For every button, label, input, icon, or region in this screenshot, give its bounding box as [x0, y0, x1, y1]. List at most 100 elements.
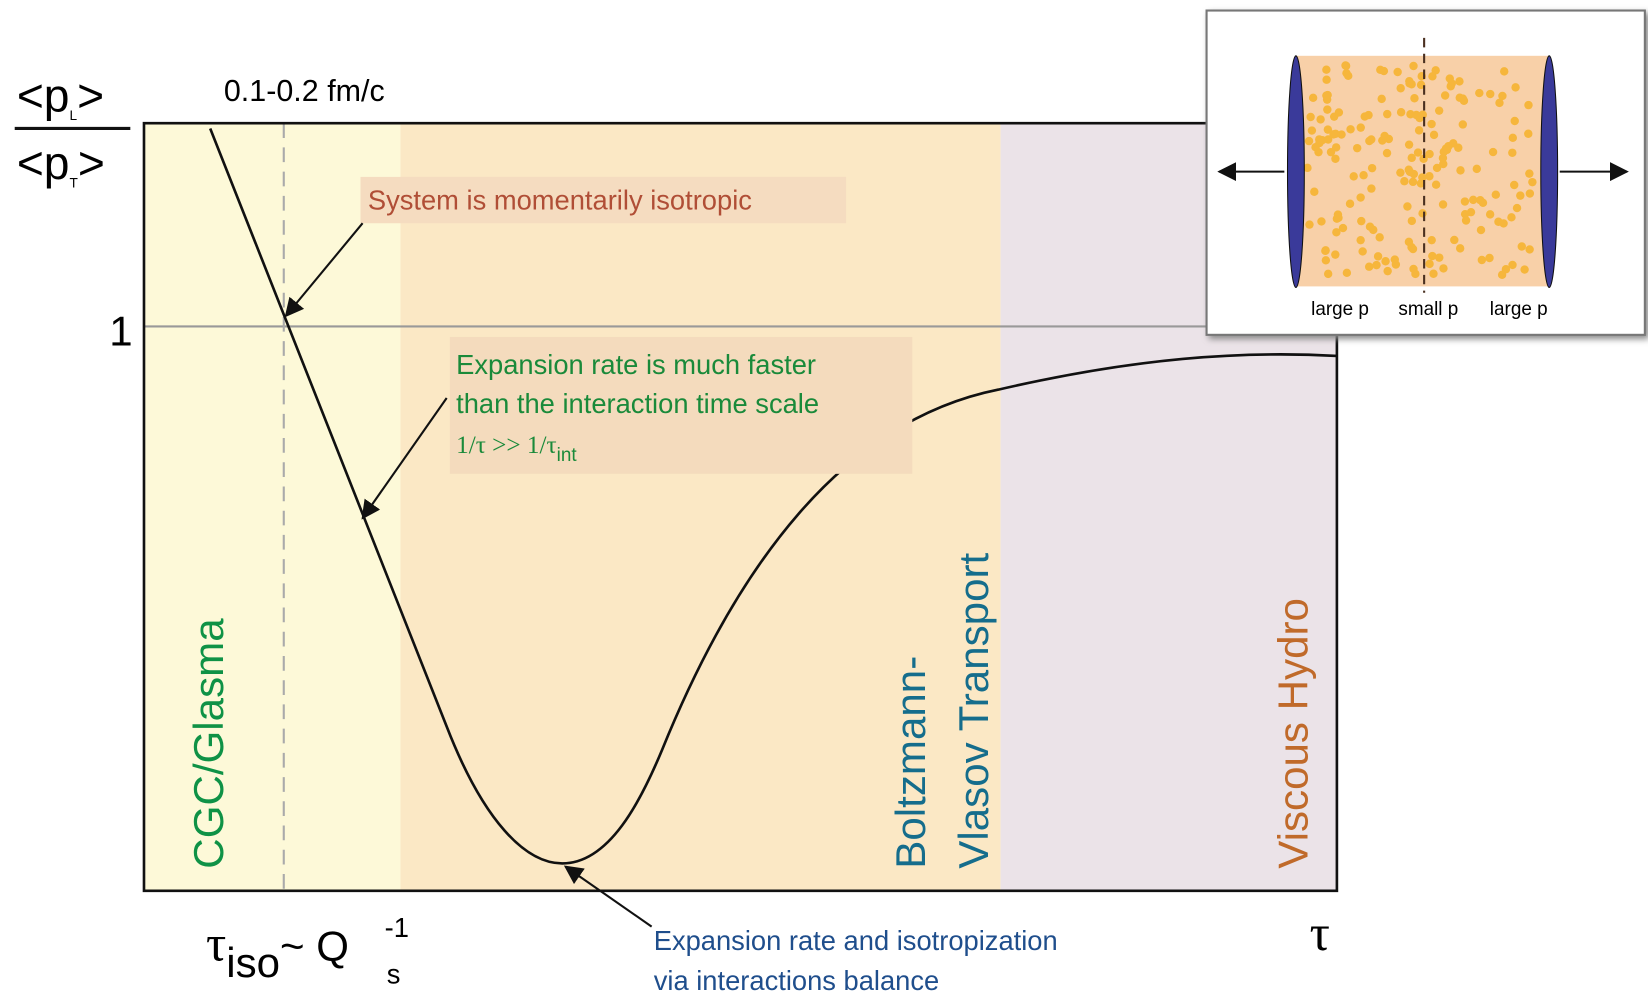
annotation: via interactions balance	[654, 965, 940, 994]
pressure-ratio-curve	[208, 127, 1337, 865]
particle	[1323, 105, 1332, 114]
particle	[1460, 197, 1470, 206]
particle	[1364, 262, 1374, 271]
particle	[1460, 209, 1470, 219]
particle	[1403, 202, 1412, 211]
particle	[1511, 83, 1520, 92]
particle	[1337, 130, 1346, 139]
particle	[1349, 172, 1358, 181]
arrow	[563, 865, 653, 928]
particle	[1508, 260, 1517, 270]
particle	[1407, 243, 1416, 252]
particle	[1476, 195, 1485, 205]
particle	[1455, 77, 1464, 86]
particle	[1498, 91, 1507, 101]
particle	[1469, 195, 1478, 205]
y-label-part: >	[77, 70, 104, 122]
region-label: CGC/Glasma	[185, 618, 232, 869]
inset-label: small p	[1398, 299, 1458, 320]
particle	[1425, 149, 1434, 159]
particle	[1377, 94, 1386, 104]
particle	[1476, 225, 1486, 235]
tau-iso-label: τiso~ Q	[206, 915, 349, 986]
particle	[1359, 171, 1368, 180]
particle	[1383, 266, 1392, 276]
particle	[1450, 235, 1459, 245]
particle	[1329, 130, 1338, 139]
particle	[1438, 200, 1448, 209]
particle	[1382, 148, 1392, 158]
particle	[1356, 235, 1365, 245]
particle	[1427, 235, 1436, 245]
particle	[1407, 153, 1416, 163]
particle	[1432, 163, 1442, 173]
particle	[1458, 120, 1468, 129]
particle	[1342, 68, 1351, 78]
particle	[1375, 233, 1384, 242]
subscript: s	[387, 958, 401, 989]
particle	[1303, 163, 1312, 173]
particle	[1305, 220, 1314, 229]
particle	[1499, 219, 1508, 228]
particle	[1323, 125, 1333, 134]
particle	[1400, 177, 1409, 186]
particle	[1428, 72, 1437, 81]
particle	[1428, 251, 1437, 261]
particle	[1485, 253, 1494, 263]
particle	[1316, 115, 1325, 124]
particle	[1500, 67, 1509, 76]
particle	[1346, 125, 1355, 134]
exponent: -1	[385, 912, 409, 943]
particle	[1345, 199, 1355, 208]
particle	[1477, 255, 1487, 265]
particle	[1429, 130, 1439, 140]
particle	[1445, 74, 1454, 83]
particle	[1306, 112, 1315, 122]
particle	[1510, 180, 1519, 190]
particle	[1461, 216, 1471, 225]
particle	[1419, 154, 1428, 163]
particle	[1396, 84, 1405, 93]
particle	[1315, 135, 1324, 144]
particle	[1495, 98, 1504, 108]
particle	[1380, 131, 1389, 141]
particle	[1486, 89, 1495, 99]
particle	[1524, 129, 1533, 138]
particle	[1341, 61, 1351, 71]
particle	[1404, 140, 1414, 149]
particle	[1491, 190, 1501, 199]
particle	[1525, 169, 1534, 178]
time-note: 0.1-0.2 fm/c	[224, 74, 385, 108]
particle	[1425, 172, 1434, 181]
particle	[1321, 256, 1331, 265]
particle	[1475, 88, 1484, 98]
x-axis-label: τ	[1310, 905, 1330, 961]
y-label-sub: L	[70, 108, 78, 123]
particle	[1456, 166, 1465, 175]
particle	[1331, 250, 1340, 259]
cylinder	[1294, 55, 1550, 287]
inset-label: large p	[1490, 299, 1548, 320]
particle	[1512, 203, 1522, 213]
particle	[1528, 177, 1537, 187]
particle	[1357, 216, 1366, 226]
particle	[1358, 247, 1367, 256]
particle	[1418, 209, 1427, 218]
particle	[1365, 222, 1375, 231]
particle	[1434, 106, 1444, 115]
y-label-numerator: <pL>	[17, 70, 104, 123]
particle	[1367, 163, 1377, 173]
particle	[1331, 154, 1340, 163]
particle	[1411, 269, 1420, 279]
particle	[1317, 217, 1326, 226]
particle	[1525, 245, 1534, 254]
particle	[1497, 270, 1507, 280]
particle	[1322, 91, 1331, 100]
particle	[1409, 61, 1418, 71]
particle	[1356, 193, 1365, 202]
particle	[1321, 246, 1330, 256]
y-label-part: >	[78, 137, 105, 189]
particle	[1525, 189, 1535, 198]
particle	[1472, 164, 1481, 174]
